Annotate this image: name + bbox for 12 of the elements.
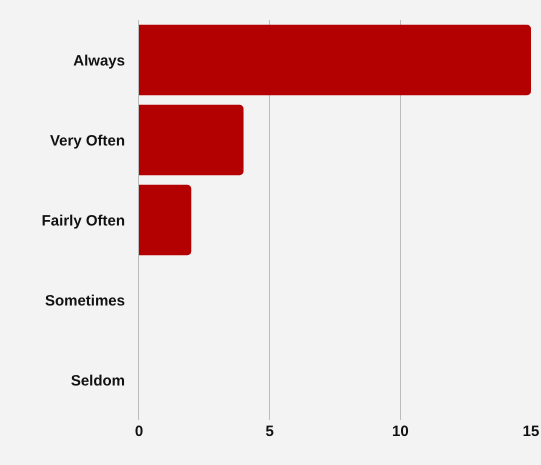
y-tick-label: Seldom bbox=[70, 372, 125, 390]
bar bbox=[139, 104, 244, 176]
y-tick-label: Very Often bbox=[50, 132, 125, 150]
y-tick-label: Always bbox=[73, 52, 125, 70]
y-tick-label: Sometimes bbox=[44, 292, 125, 310]
x-tick-label: 10 bbox=[392, 423, 409, 440]
bar bbox=[139, 24, 531, 96]
x-tick-label: 15 bbox=[522, 423, 540, 440]
bar bbox=[139, 184, 192, 256]
x-tick-label: 5 bbox=[266, 423, 274, 440]
y-tick-label: Fairly Often bbox=[42, 212, 125, 230]
x-tick-label: 0 bbox=[134, 423, 144, 440]
